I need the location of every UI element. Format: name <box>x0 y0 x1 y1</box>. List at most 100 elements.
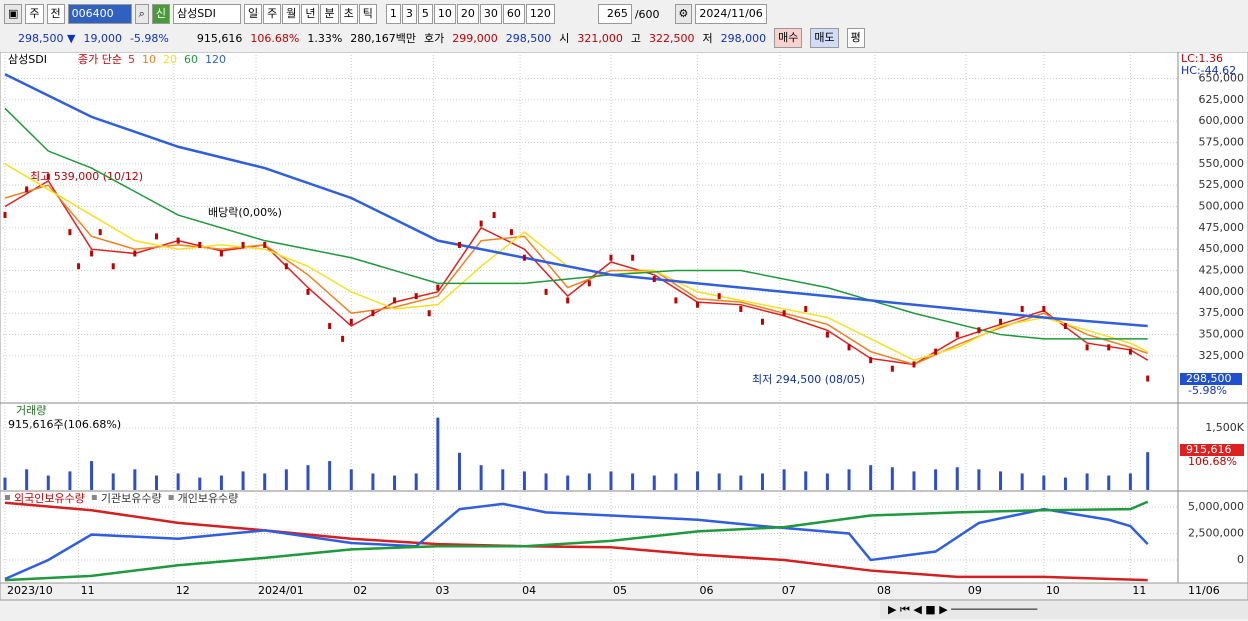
volume-bar <box>263 473 267 490</box>
close-mark <box>999 318 1003 325</box>
line <box>4 502 1149 581</box>
button[interactable]: 3 <box>401 4 417 24</box>
x-tick-label: 08 <box>877 584 891 597</box>
volume-bar <box>1042 475 1046 490</box>
button[interactable]: 주 <box>263 4 282 24</box>
volume-bar <box>1063 477 1067 490</box>
button[interactable]: 60 <box>502 4 525 24</box>
button[interactable]: 20 <box>456 4 479 24</box>
volume-bar <box>393 475 397 490</box>
close-mark <box>912 361 916 368</box>
volume-bar <box>1020 473 1024 490</box>
volume-bar <box>609 471 613 490</box>
button[interactable]: 30 <box>479 4 502 24</box>
close-mark <box>509 229 513 236</box>
code-input[interactable]: 006400 <box>67 4 132 24</box>
x-tick-label: 11 <box>81 584 95 597</box>
close-mark <box>371 310 375 317</box>
close-mark <box>934 348 938 355</box>
x-tick-label: 10 <box>1046 584 1060 597</box>
date[interactable]: 2024/11/06 <box>695 4 767 24</box>
button[interactable]: 120 <box>525 4 555 24</box>
button[interactable]: 10 <box>433 4 456 24</box>
legend-swatch <box>91 495 97 500</box>
y-tick-label: 5,000,000 <box>1188 500 1244 513</box>
last-box <box>1180 444 1244 456</box>
volume-bar <box>804 471 808 490</box>
volume-title: 거래량 <box>16 404 46 417</box>
button[interactable]: 년 <box>301 4 320 24</box>
y-tick-label: 325,000 <box>1199 349 1245 362</box>
close-mark <box>479 220 483 227</box>
button[interactable]: 분 <box>320 4 339 24</box>
scrollbar[interactable] <box>880 601 1248 619</box>
legend-swatch <box>5 495 10 500</box>
close-mark <box>869 357 873 364</box>
button[interactable]: 초 <box>339 4 358 24</box>
turnover: 1.33% <box>307 31 343 45</box>
lc: LC:1.36 <box>1181 52 1223 65</box>
close-mark <box>674 297 678 304</box>
market[interactable]: 주 <box>25 4 44 24</box>
price: 298,500 ▼ <box>18 31 76 45</box>
last-price: 298,500 <box>1186 372 1232 385</box>
volume-bar <box>241 471 245 490</box>
buy-button[interactable]: 매수 <box>774 28 803 48</box>
close-mark <box>1128 348 1132 355</box>
label: 저 <box>702 32 713 45</box>
x-tick-label: 07 <box>782 584 796 597</box>
close-mark <box>955 331 959 338</box>
volume-bar <box>696 471 700 490</box>
button[interactable]: 5 <box>417 4 433 24</box>
volume-bar <box>782 469 786 490</box>
x-tick-label: 02 <box>353 584 367 597</box>
close-mark <box>133 250 137 257</box>
avg-button[interactable]: 평 <box>846 28 865 48</box>
volume-bar <box>631 473 635 490</box>
tools[interactable]: ⚙ <box>674 4 693 24</box>
volume-bar <box>306 465 310 490</box>
label: 고 <box>630 32 642 45</box>
last-change: -5.98% <box>1188 384 1227 397</box>
y-tick-label: 650,000 <box>1199 71 1245 84</box>
legend-item: 120 <box>205 53 226 66</box>
nav[interactable]: ▶ ⏮ ◀ ■ ▶ ───────────── <box>888 603 1038 616</box>
low: 298,000 <box>720 31 767 45</box>
close-mark <box>609 254 613 261</box>
search[interactable]: ⌕ <box>134 4 149 24</box>
volume-bar <box>111 473 115 490</box>
volume-bar <box>760 473 764 490</box>
y-tick-label: 450,000 <box>1199 242 1245 255</box>
close-mark <box>341 335 345 342</box>
legend-item: 5 <box>128 53 135 66</box>
volume-ratio: 106.68% <box>250 31 300 45</box>
button[interactable]: 1 <box>385 4 401 24</box>
count[interactable]: 265 <box>597 4 632 24</box>
close-mark <box>436 284 440 291</box>
button[interactable]: ▣ <box>4 4 23 24</box>
badge: 신 <box>151 4 170 24</box>
volume-bar <box>25 469 29 490</box>
close-mark <box>1107 344 1111 351</box>
volume-bar <box>847 469 851 490</box>
close-mark <box>306 288 310 295</box>
button[interactable]: 월 <box>282 4 301 24</box>
last-volume: 915,616 <box>1186 443 1232 456</box>
volume-bar <box>999 471 1003 490</box>
button[interactable]: 틱 <box>358 4 377 24</box>
close-mark <box>652 276 656 283</box>
close-mark <box>782 310 786 317</box>
close-mark <box>111 263 115 270</box>
sell-button[interactable]: 매도 <box>810 28 839 48</box>
annotation: 최고 539,000 (10/12) <box>30 170 143 183</box>
button[interactable]: 일 <box>243 4 263 24</box>
legend-item: 60 <box>184 53 198 66</box>
mode[interactable]: 전 <box>46 4 65 24</box>
y-tick-label: 350,000 <box>1199 328 1245 341</box>
legend-item: 외국인보유수량 <box>14 492 85 505</box>
volume-bar <box>371 473 375 490</box>
intervals: 1 3 5 10 20 30 60 120 <box>385 4 555 24</box>
close-mark <box>717 293 721 300</box>
close-mark <box>696 301 700 308</box>
